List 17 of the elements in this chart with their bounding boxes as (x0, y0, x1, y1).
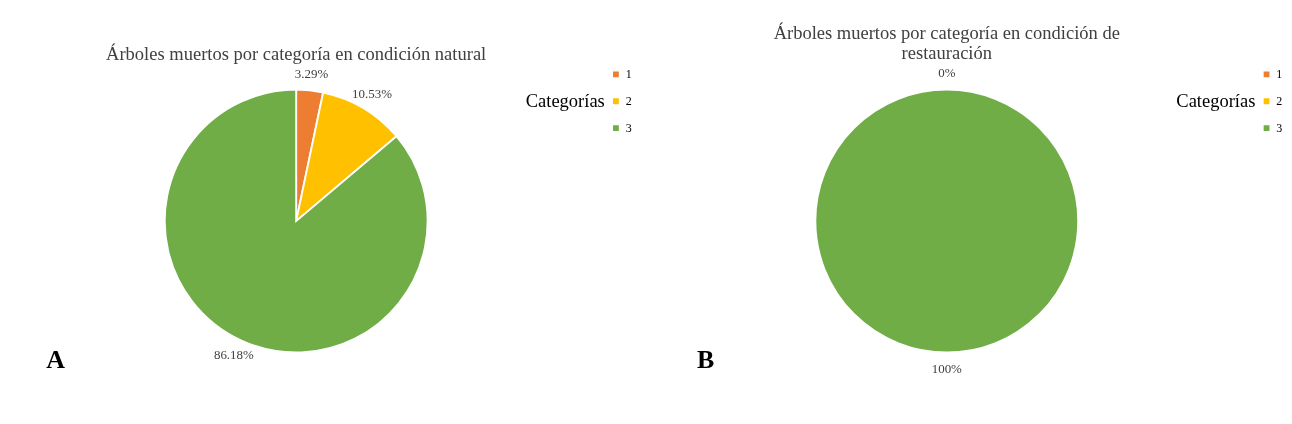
legend-label: 1 (1276, 67, 1283, 82)
data-label: 3.29% (294, 65, 329, 81)
legend-label: 3 (625, 120, 632, 135)
text: 0% (938, 64, 956, 80)
text: B (696, 345, 715, 375)
legend-title: Categorías (1176, 91, 1256, 112)
chart-title: Árboles muertos por categoría en condición natural (106, 42, 487, 64)
legend-label: 2 (625, 93, 632, 108)
data-label: 10.53% (352, 85, 393, 101)
legend-label: 1 (625, 67, 632, 82)
data-label: 86.18% (213, 347, 255, 363)
legend-label: 2 (1276, 93, 1283, 108)
legend-title: Categorías (525, 91, 605, 112)
text: A (46, 345, 66, 375)
data-label: 100% (931, 360, 963, 376)
chart-title: Árboles muertos por categoría en condición de restauración (773, 21, 1120, 64)
legend-label: 3 (1276, 120, 1283, 135)
